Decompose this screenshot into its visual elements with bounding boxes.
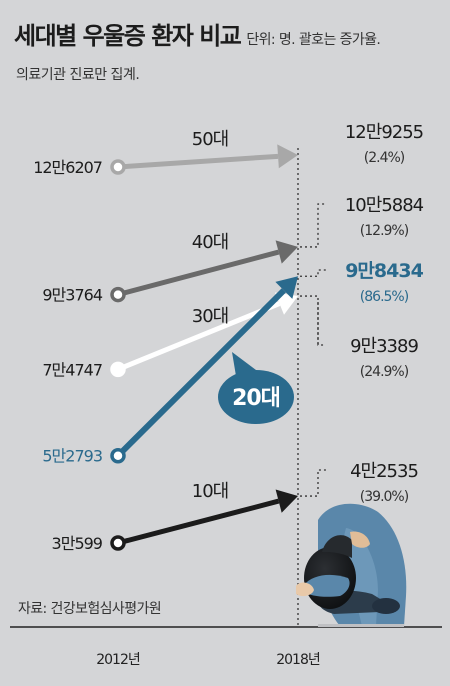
start-value-50s: 12만6207 (33, 158, 102, 177)
x-tick-2018: 2018년 (276, 652, 320, 668)
series-arrowhead-20s (275, 276, 298, 299)
series-start-marker-40s (110, 286, 126, 303)
series-start-marker-20s (110, 447, 126, 464)
series-label-50s: 50대 (192, 129, 228, 150)
start-value-labels: 12만6207 9만3764 3만599 7만4747 5만2793 (33, 158, 104, 553)
start-value-40s: 9만3764 (42, 286, 102, 305)
series-line-40s (117, 249, 280, 297)
growth-rate-10s: (39.0%) (360, 489, 409, 505)
growth-rate-30s: (24.9%) (360, 364, 409, 380)
end-value-40s: 10만5884 (345, 195, 424, 216)
series-arrowhead-50s (277, 144, 298, 169)
series-start-marker-50s (110, 159, 126, 175)
series-start-marker-30s (110, 361, 126, 378)
series-line-30s (117, 301, 281, 372)
series-labels: 50대 40대 10대 30대 (192, 129, 229, 502)
x-tick-2012: 2012년 (96, 652, 140, 668)
series-line-20s (115, 288, 286, 458)
chart-title: 세대별 우울증 환자 비교 (14, 22, 242, 50)
shadow-illustration (318, 624, 404, 627)
title-row: 세대별 우울증 환자 비교 단위: 명. 괄호는 증가율. (14, 16, 444, 51)
connector-40s (300, 203, 326, 248)
callout-20s-bubble (218, 370, 294, 424)
end-value-20s: 9만8434 (345, 260, 423, 282)
end-value-labels: 12만9255 (2.4%) 10만5884 (12.9%) 4만2535 (39.0%)… (345, 122, 425, 505)
series-arrowhead-40s (275, 240, 298, 264)
chart-subtitle: 의료기관 진료만 집계. (16, 67, 140, 83)
callout-20s-label: 20대 (232, 386, 280, 411)
connector-30s (300, 295, 326, 346)
unit-note: 단위: 명. 괄호는 증가율. (246, 32, 381, 48)
callout-20s-tail (232, 352, 256, 376)
series-label-30s: 30대 (192, 306, 228, 327)
series-label-40s: 40대 (192, 232, 228, 253)
series-layer (110, 144, 298, 551)
connector-10s (300, 469, 326, 497)
start-value-30s: 7만4747 (42, 360, 102, 379)
growth-rate-20s: (86.5%) (360, 289, 409, 305)
start-value-20s: 5만2793 (42, 447, 102, 466)
source-note: 자료: 건강보험심사평가원 (18, 601, 162, 617)
depressed-person-illustration (296, 503, 407, 626)
growth-rate-40s: (12.9%) (360, 223, 409, 239)
end-value-50s: 12만9255 (345, 122, 423, 143)
series-start-marker-10s (110, 535, 126, 551)
series-label-10s: 10대 (192, 481, 228, 502)
callout-20s: 20대 (218, 352, 294, 424)
series-arrowhead-10s (275, 489, 298, 513)
guide-lines (297, 148, 326, 626)
growth-rate-50s: (2.4%) (364, 150, 405, 166)
end-value-10s: 4만2535 (350, 461, 418, 482)
end-value-30s: 9만3389 (350, 336, 418, 357)
series-line-10s (117, 498, 280, 546)
connector-20s (300, 269, 326, 277)
series-line-50s (117, 153, 279, 170)
start-value-10s: 3만599 (52, 534, 103, 553)
